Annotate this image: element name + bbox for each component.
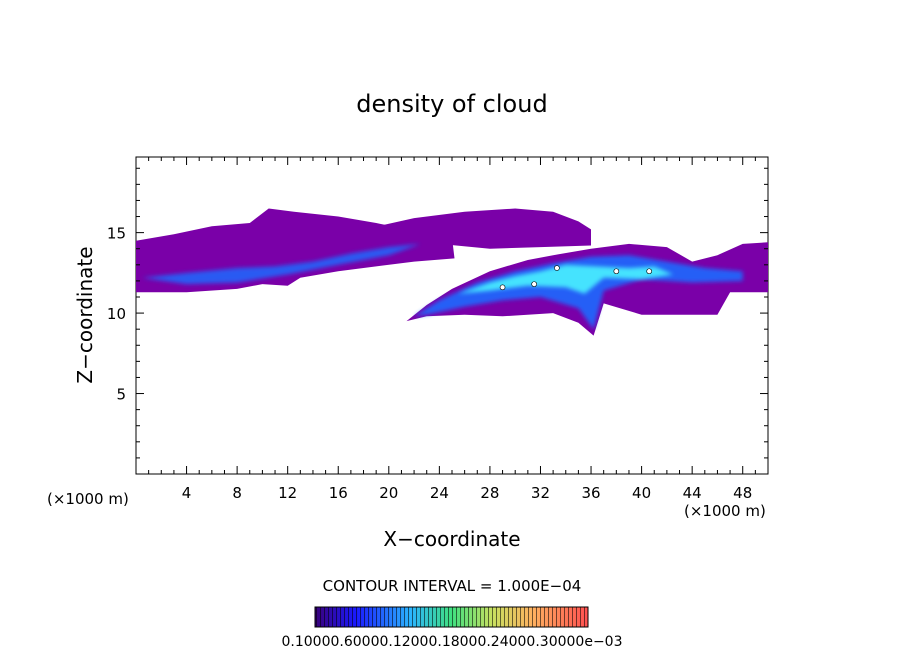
colorbar xyxy=(314,606,589,628)
colorbar-labels: 0.10000.60000.12000.18000.24000.30000e−0… xyxy=(282,634,623,650)
x-tick-label: 20 xyxy=(379,484,398,502)
x-tick-label: 36 xyxy=(581,484,600,502)
cloud-band-upper-blue xyxy=(142,243,421,285)
cloud-peak-marker xyxy=(554,265,560,271)
x-tick-label: 44 xyxy=(683,484,702,502)
x-tick-label: 4 xyxy=(182,484,192,502)
colorbar-frame xyxy=(314,606,589,628)
x-axis-label: X−coordinate xyxy=(383,527,520,551)
cloud-peak-marker xyxy=(613,268,620,275)
x-tick-label: 16 xyxy=(329,484,348,502)
cloud-region-upper-layer-east xyxy=(363,208,591,249)
chart-title: density of cloud xyxy=(356,90,547,118)
y-tick-label: 10 xyxy=(107,305,126,323)
x-tick-label: 28 xyxy=(480,484,499,502)
x-tick-label: 48 xyxy=(733,484,752,502)
y-axis-label: Z−coordinate xyxy=(73,246,97,383)
x-tick-label: 40 xyxy=(632,484,651,502)
cloud-peak-marker xyxy=(499,284,506,291)
x-tick-label: 8 xyxy=(232,484,242,502)
plot-frame xyxy=(135,156,769,475)
cloud-peak-marker xyxy=(531,281,537,287)
x-tick-label: 32 xyxy=(531,484,550,502)
x-unit-left: (×1000 m) xyxy=(47,490,129,508)
cloud-peak-marker xyxy=(646,268,652,275)
y-tick-label: 15 xyxy=(107,225,126,243)
colorbar-bands xyxy=(315,607,588,627)
x-unit-right: (×1000 m) xyxy=(684,502,766,520)
contour-interval-label: CONTOUR INTERVAL = 1.000E−04 xyxy=(323,577,582,595)
x-tick-label: 12 xyxy=(278,484,297,502)
y-tick-label: 5 xyxy=(116,386,126,404)
cloud-field xyxy=(136,208,768,336)
x-tick-label: 24 xyxy=(430,484,449,502)
cloud-core-cyan xyxy=(458,264,674,294)
